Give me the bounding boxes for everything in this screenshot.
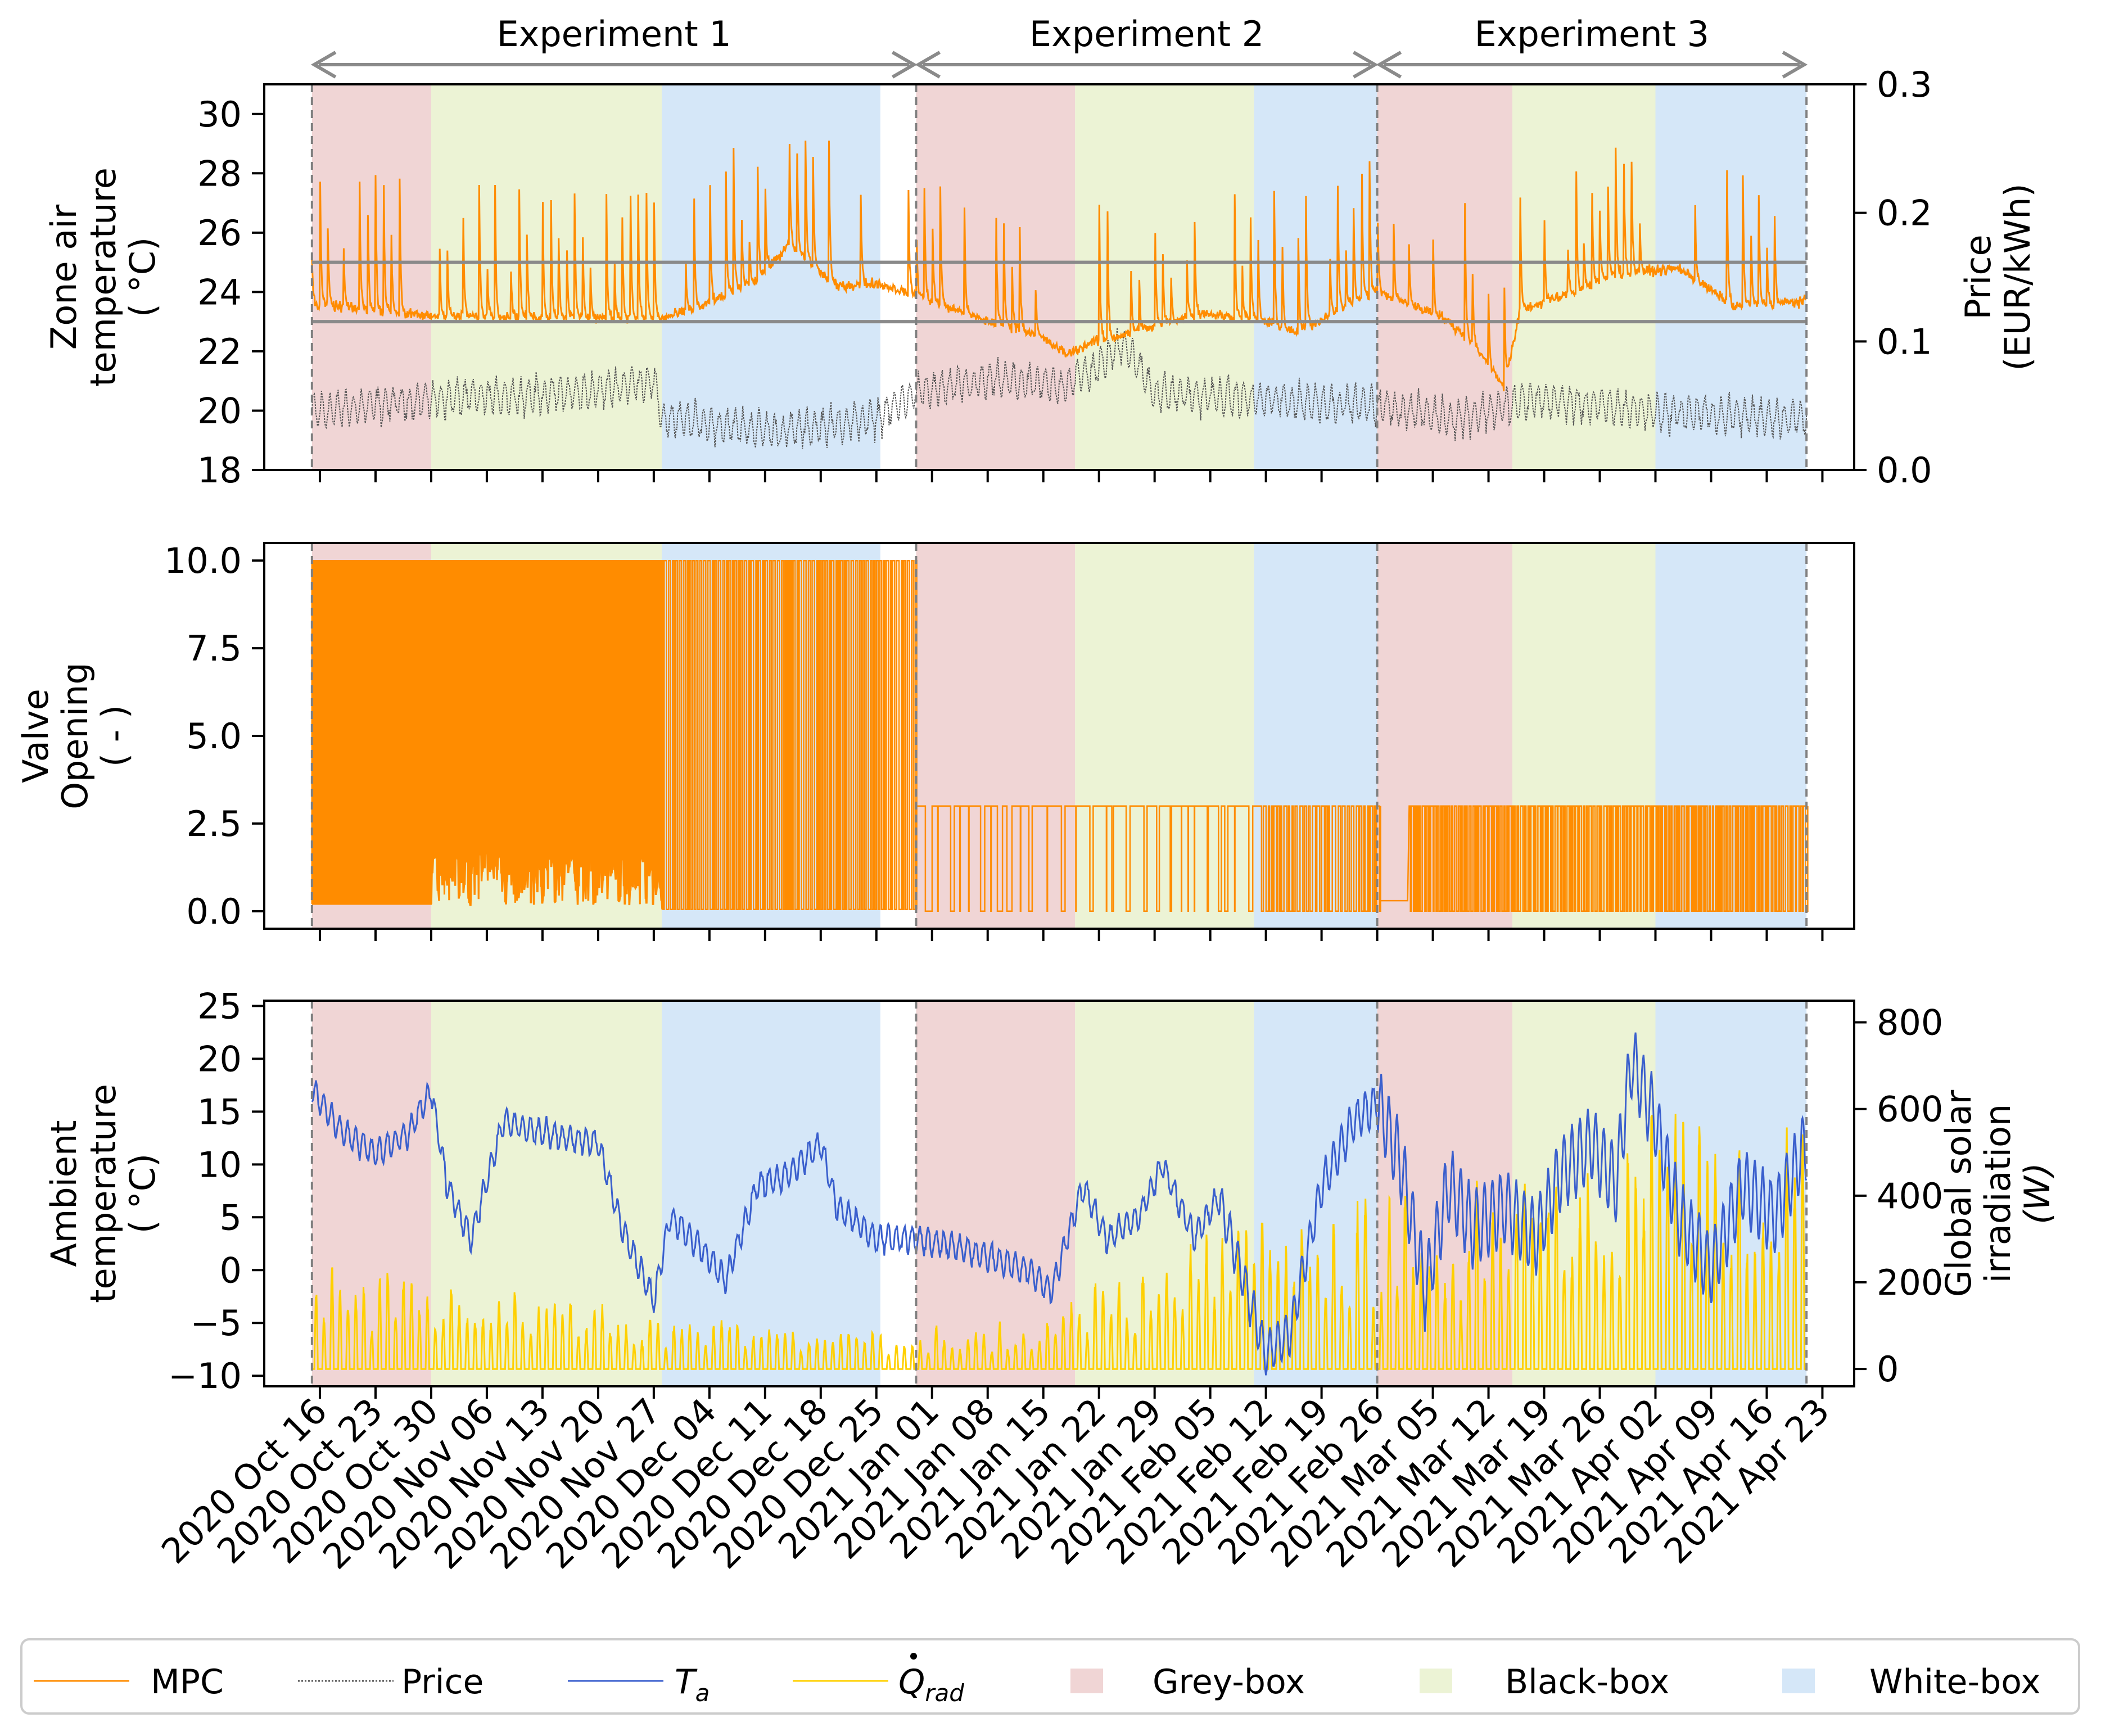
valve-y-tick-label-3: 7.5 [186, 628, 242, 669]
valve-phase-black-4 [1075, 543, 1254, 929]
experiment-arrow-1-left-head [310, 51, 337, 79]
experiment-label-2: Experiment 2 [1029, 13, 1264, 55]
valve-y-tick-label-1: 2.5 [186, 803, 242, 844]
experiment-arrow-2-right-head [1353, 51, 1379, 79]
legend-black-box-label: Black-box [1505, 1662, 1669, 1702]
price-y-axis-label-line-1: (EUR/kWh) [1997, 183, 2038, 370]
solar-y2-tick-label-1: 200 [1877, 1262, 1943, 1303]
legend-qrad-label: Qrad [898, 1662, 964, 1707]
zone-y-tick-label-6: 30 [197, 94, 242, 135]
solar-y-axis-label-line-2: (W) [2017, 1163, 2058, 1224]
ambient-y-tick-label-1: −5 [191, 1303, 242, 1344]
ambient-phase-black-7 [1512, 1001, 1656, 1386]
zone-phase-white-8 [1655, 84, 1807, 470]
legend-ta-label: Ta [675, 1662, 710, 1707]
experiment-arrow-2-left-head [915, 51, 941, 79]
zone-y-axis-label: Zone airtemperature( °C) [43, 168, 163, 387]
ambient-y-tick-label-6: 20 [197, 1038, 242, 1079]
zone-price-y2-tick-label-3: 0.3 [1877, 64, 1932, 105]
solar-irradiation-line [311, 1114, 1807, 1370]
valve-phase-grey-3 [916, 543, 1076, 929]
zone-phase-black-4 [1075, 84, 1254, 470]
experiment-label-3: Experiment 3 [1475, 13, 1709, 55]
mpc-valve-opening-line [311, 559, 1809, 912]
valve-y-tick-label-0: 0.0 [186, 891, 242, 932]
legend-price-label: Price [401, 1662, 484, 1702]
legend-white-box-swatch [1782, 1669, 1815, 1693]
ambient-y-tick-label-3: 5 [220, 1197, 242, 1238]
experiment-label-1: Experiment 1 [496, 13, 731, 55]
ambient-y-tick-label-0: −10 [168, 1355, 242, 1396]
zone-y-tick-label-3: 24 [197, 272, 242, 313]
zone-phase-grey-6 [1377, 84, 1512, 470]
price-y-axis-label-line-0: Price [1958, 234, 1999, 319]
ambient-y-tick-label-4: 10 [197, 1144, 242, 1185]
valve-y-tick-label-4: 10.0 [164, 540, 242, 581]
zone-price-y2-tick-label-0: 0.0 [1877, 450, 1932, 491]
ambient-y-axis-label-line-1: temperature [83, 1084, 124, 1303]
legend-grey-box-swatch [1070, 1669, 1103, 1693]
legend-white-box-label: White-box [1869, 1662, 2041, 1702]
zone-frame [263, 83, 1855, 471]
mpc-zone-temperature-line [311, 141, 1807, 392]
valve-y-axis-label: ValveOpening( - ) [15, 662, 135, 809]
zone-phase-white-5 [1254, 84, 1377, 470]
ambient-temperature-line [311, 1032, 1808, 1376]
valve-opening-panel: 0.0 2.5 5.0 7.5 10.0 ValveOpening( - ) [15, 540, 1855, 941]
ambient-phase-white-2 [662, 1001, 880, 1386]
valve-y-axis-label-line-1: Opening [55, 662, 96, 809]
zone-y-tick-label-4: 26 [197, 213, 242, 254]
valve-y-tick-label-2: 5.0 [186, 716, 242, 757]
solar-y2-tick-label-3: 600 [1877, 1089, 1943, 1130]
legend-frame [20, 1638, 2080, 1715]
zone-temperature-panel: 18 20 22 24 26 28 30 0.0 0.1 0.2 0.3 Zone airtemper… [43, 64, 2038, 491]
legend: MPC Price Ta Qrad Grey-box Black-box Whi… [20, 1638, 2080, 1715]
zone-y-tick-label-1: 20 [197, 390, 242, 431]
zone-y-tick-label-2: 22 [197, 331, 242, 372]
ambient-temperature-panel: −10 −5 0 5 10 15 20 25 0 200 400 600 800 Ambienttempe… [43, 985, 2058, 1399]
ambient-y-axis-label-line-0: Ambient [43, 1120, 84, 1267]
zone-y-axis-label-line-1: temperature [83, 168, 124, 387]
zone-price-y2-tick-label-1: 0.1 [1877, 321, 1932, 362]
ambient-phase-grey-0 [311, 1001, 431, 1386]
experiment-arrows: Experiment 1 Experiment 2 Experiment 3 [310, 13, 1808, 79]
zone-phase-white-2 [662, 84, 880, 470]
valve-y-axis-label-line-2: ( - ) [94, 705, 135, 767]
zone-y-tick-label-0: 18 [197, 450, 242, 491]
solar-y-axis-label-line-0: Global solar [1938, 1089, 1979, 1297]
zone-price-y2-tick-label-2: 0.2 [1877, 193, 1932, 234]
solar-y2-tick-label-0: 0 [1877, 1349, 1899, 1390]
solar-y2-tick-label-4: 800 [1877, 1002, 1943, 1043]
zone-y-tick-label-5: 28 [197, 153, 242, 194]
zone-phase-black-1 [431, 84, 662, 470]
price-y-axis-label: Price(EUR/kWh) [1958, 183, 2038, 370]
ambient-phase-grey-3 [916, 1001, 1076, 1386]
ambient-y-tick-label-2: 0 [220, 1250, 242, 1291]
price-series-line [311, 327, 1808, 449]
ambient-y-tick-label-5: 15 [197, 1091, 242, 1132]
ambient-y-axis-label: Ambienttemperature( °C) [43, 1084, 163, 1303]
legend-qrad-dot [910, 1653, 917, 1660]
valve-y-axis-label-line-0: Valve [15, 689, 56, 783]
zone-y-axis-label-line-0: Zone air [43, 204, 84, 350]
ambient-y-axis-label-line-2: ( °C) [122, 1154, 163, 1233]
ambient-frame [263, 1000, 1855, 1387]
experiment-arrow-1-right-head [891, 51, 918, 79]
solar-y2-tick-label-2: 400 [1877, 1176, 1943, 1217]
solar-y-axis-label: Global solarirradiation(W) [1938, 1089, 2058, 1297]
ambient-y-tick-label-7: 25 [197, 985, 242, 1027]
legend-grey-box-label: Grey-box [1153, 1662, 1305, 1702]
zone-y-axis-label-line-2: ( °C) [122, 237, 163, 317]
legend-black-box-swatch [1420, 1669, 1452, 1693]
experiment-arrow-3-right-head [1782, 51, 1808, 79]
solar-y-axis-label-line-1: irradiation [1977, 1104, 2018, 1283]
legend-mpc-label: MPC [151, 1662, 224, 1702]
experiment-arrow-3-left-head [1376, 51, 1402, 79]
ambient-phase-white-8 [1655, 1001, 1807, 1386]
